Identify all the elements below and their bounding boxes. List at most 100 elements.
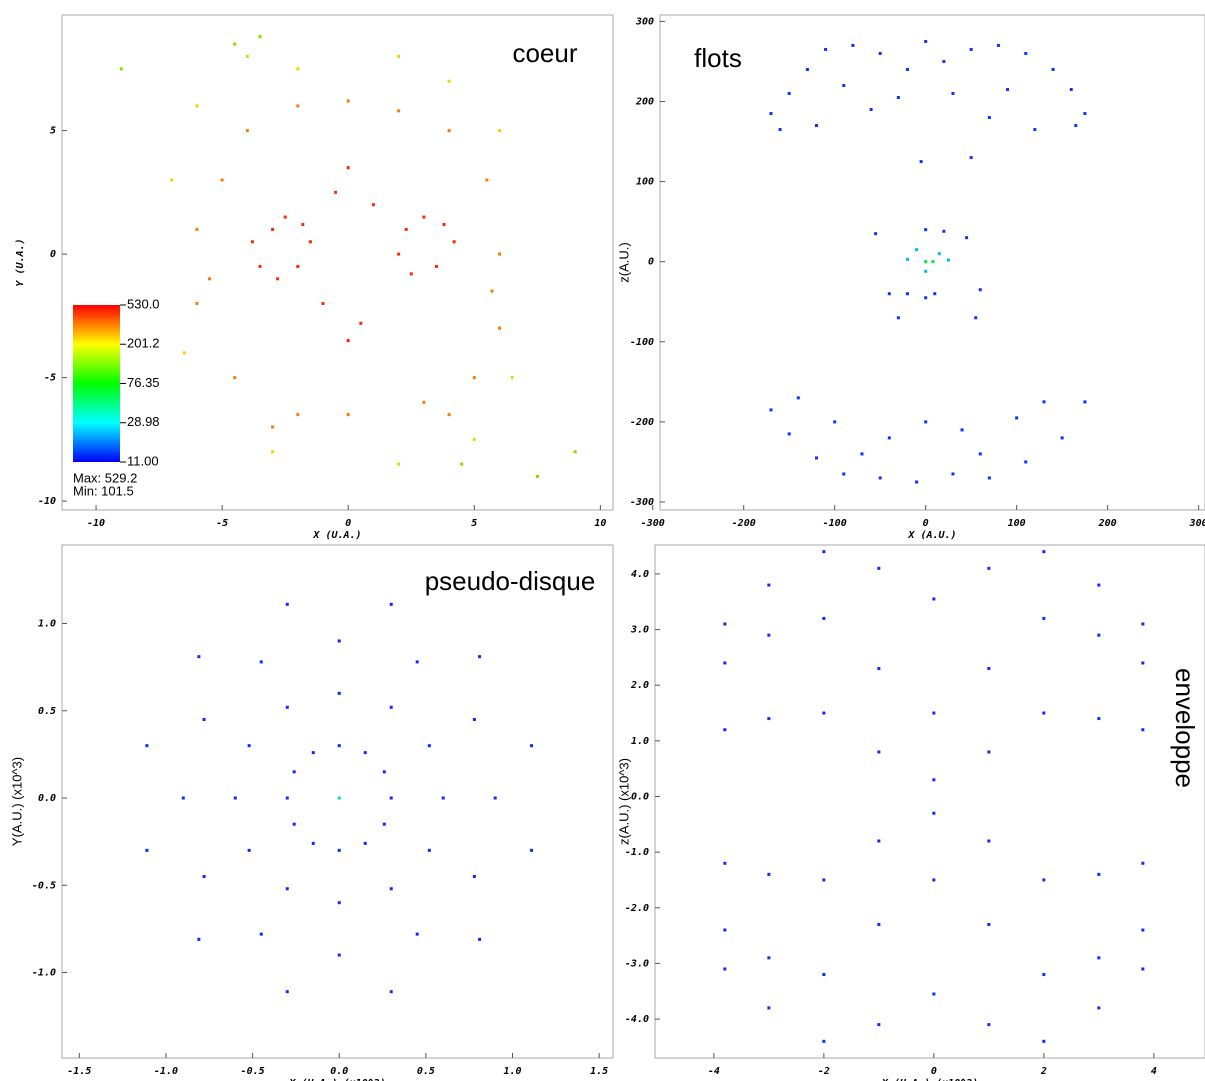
point [822,1039,826,1043]
point [874,232,878,236]
point [271,425,275,429]
y-tick-label: -2.0 [625,903,649,914]
x-axis-label: X (U.A.) (x10^3) [288,1078,385,1081]
point [932,811,936,815]
point [258,264,262,268]
point [346,99,350,103]
point [1097,872,1101,876]
point [787,91,791,95]
point [247,848,251,852]
y-tick-label: 4.0 [631,569,649,580]
point [447,79,451,83]
point [145,744,149,748]
point [498,129,502,133]
point [723,928,727,932]
x-tick-label: 4 [1151,1066,1157,1077]
point [887,436,891,440]
point [346,339,350,343]
point [1097,717,1101,721]
point [382,822,386,826]
point [915,480,919,484]
point [296,104,300,108]
point [924,39,928,43]
x-tick-label: -0.5 [241,1066,265,1077]
point [1141,928,1145,932]
plot-frame [654,544,1205,1059]
point [896,96,900,99]
y-tick-label: -5 [44,373,56,384]
point [337,953,341,957]
x-tick-label: -2 [818,1066,830,1077]
x-tick-label: -4 [708,1066,720,1077]
y-axis-label: Y(A.U.) (x10^3) [9,757,24,846]
point [1141,661,1145,665]
point [851,43,855,47]
point [877,667,881,671]
y-tick-label: -1.0 [32,968,56,979]
point [1042,711,1046,715]
point [493,796,497,800]
point [996,43,1000,47]
x-tick-label: -1.0 [154,1066,178,1077]
point [1015,416,1019,420]
point [472,376,476,380]
point [932,878,936,882]
point [877,839,881,843]
y-tick-label: 3.0 [630,625,649,636]
point [389,887,393,891]
y-tick-label: -1.0 [625,847,649,858]
y-tick-label: -3.0 [625,958,649,969]
point [1042,616,1046,620]
point [767,583,771,587]
point [1083,112,1087,116]
point [860,452,864,456]
point [767,1006,771,1010]
point [822,711,826,715]
point [877,750,881,754]
x-tick-label: -1.5 [67,1066,91,1077]
y-tick-label: 200 [635,97,654,108]
y-axis-label: z(A.U.) (x10^3) [616,758,631,845]
x-tick-label: 5 [471,518,477,529]
point [878,51,882,55]
point [276,277,280,281]
point [1042,400,1046,404]
point [814,124,818,128]
y-tick-label: 0 [648,257,654,268]
x-tick-label: 0.0 [330,1066,348,1077]
point [573,450,577,454]
point [769,112,773,116]
point [924,228,928,232]
point [334,190,338,194]
y-tick-label: 100 [636,177,654,188]
point [195,104,199,108]
point [363,751,367,755]
point [723,861,727,865]
point [321,302,325,306]
point [1083,400,1087,404]
point [987,566,991,570]
point [723,728,727,732]
x-tick-label: -100 [823,518,847,529]
point [1074,124,1078,128]
y-tick-label: -0.5 [32,880,56,891]
point [1097,633,1101,637]
point [245,54,249,58]
point [498,252,502,256]
colorbar-tick-label: 76.35 [127,375,160,390]
point [346,413,350,417]
y-tick-label: 0 [50,249,56,260]
point [1042,878,1046,882]
point [485,178,489,182]
point [447,129,451,133]
y-tick-label: -300 [630,497,654,508]
point [389,796,393,800]
panel-label: coeur [512,38,577,68]
point [987,1023,991,1027]
point [337,691,341,695]
point [285,887,289,891]
point [987,476,991,480]
point [285,796,289,800]
x-tick-label: 200 [1098,518,1117,529]
